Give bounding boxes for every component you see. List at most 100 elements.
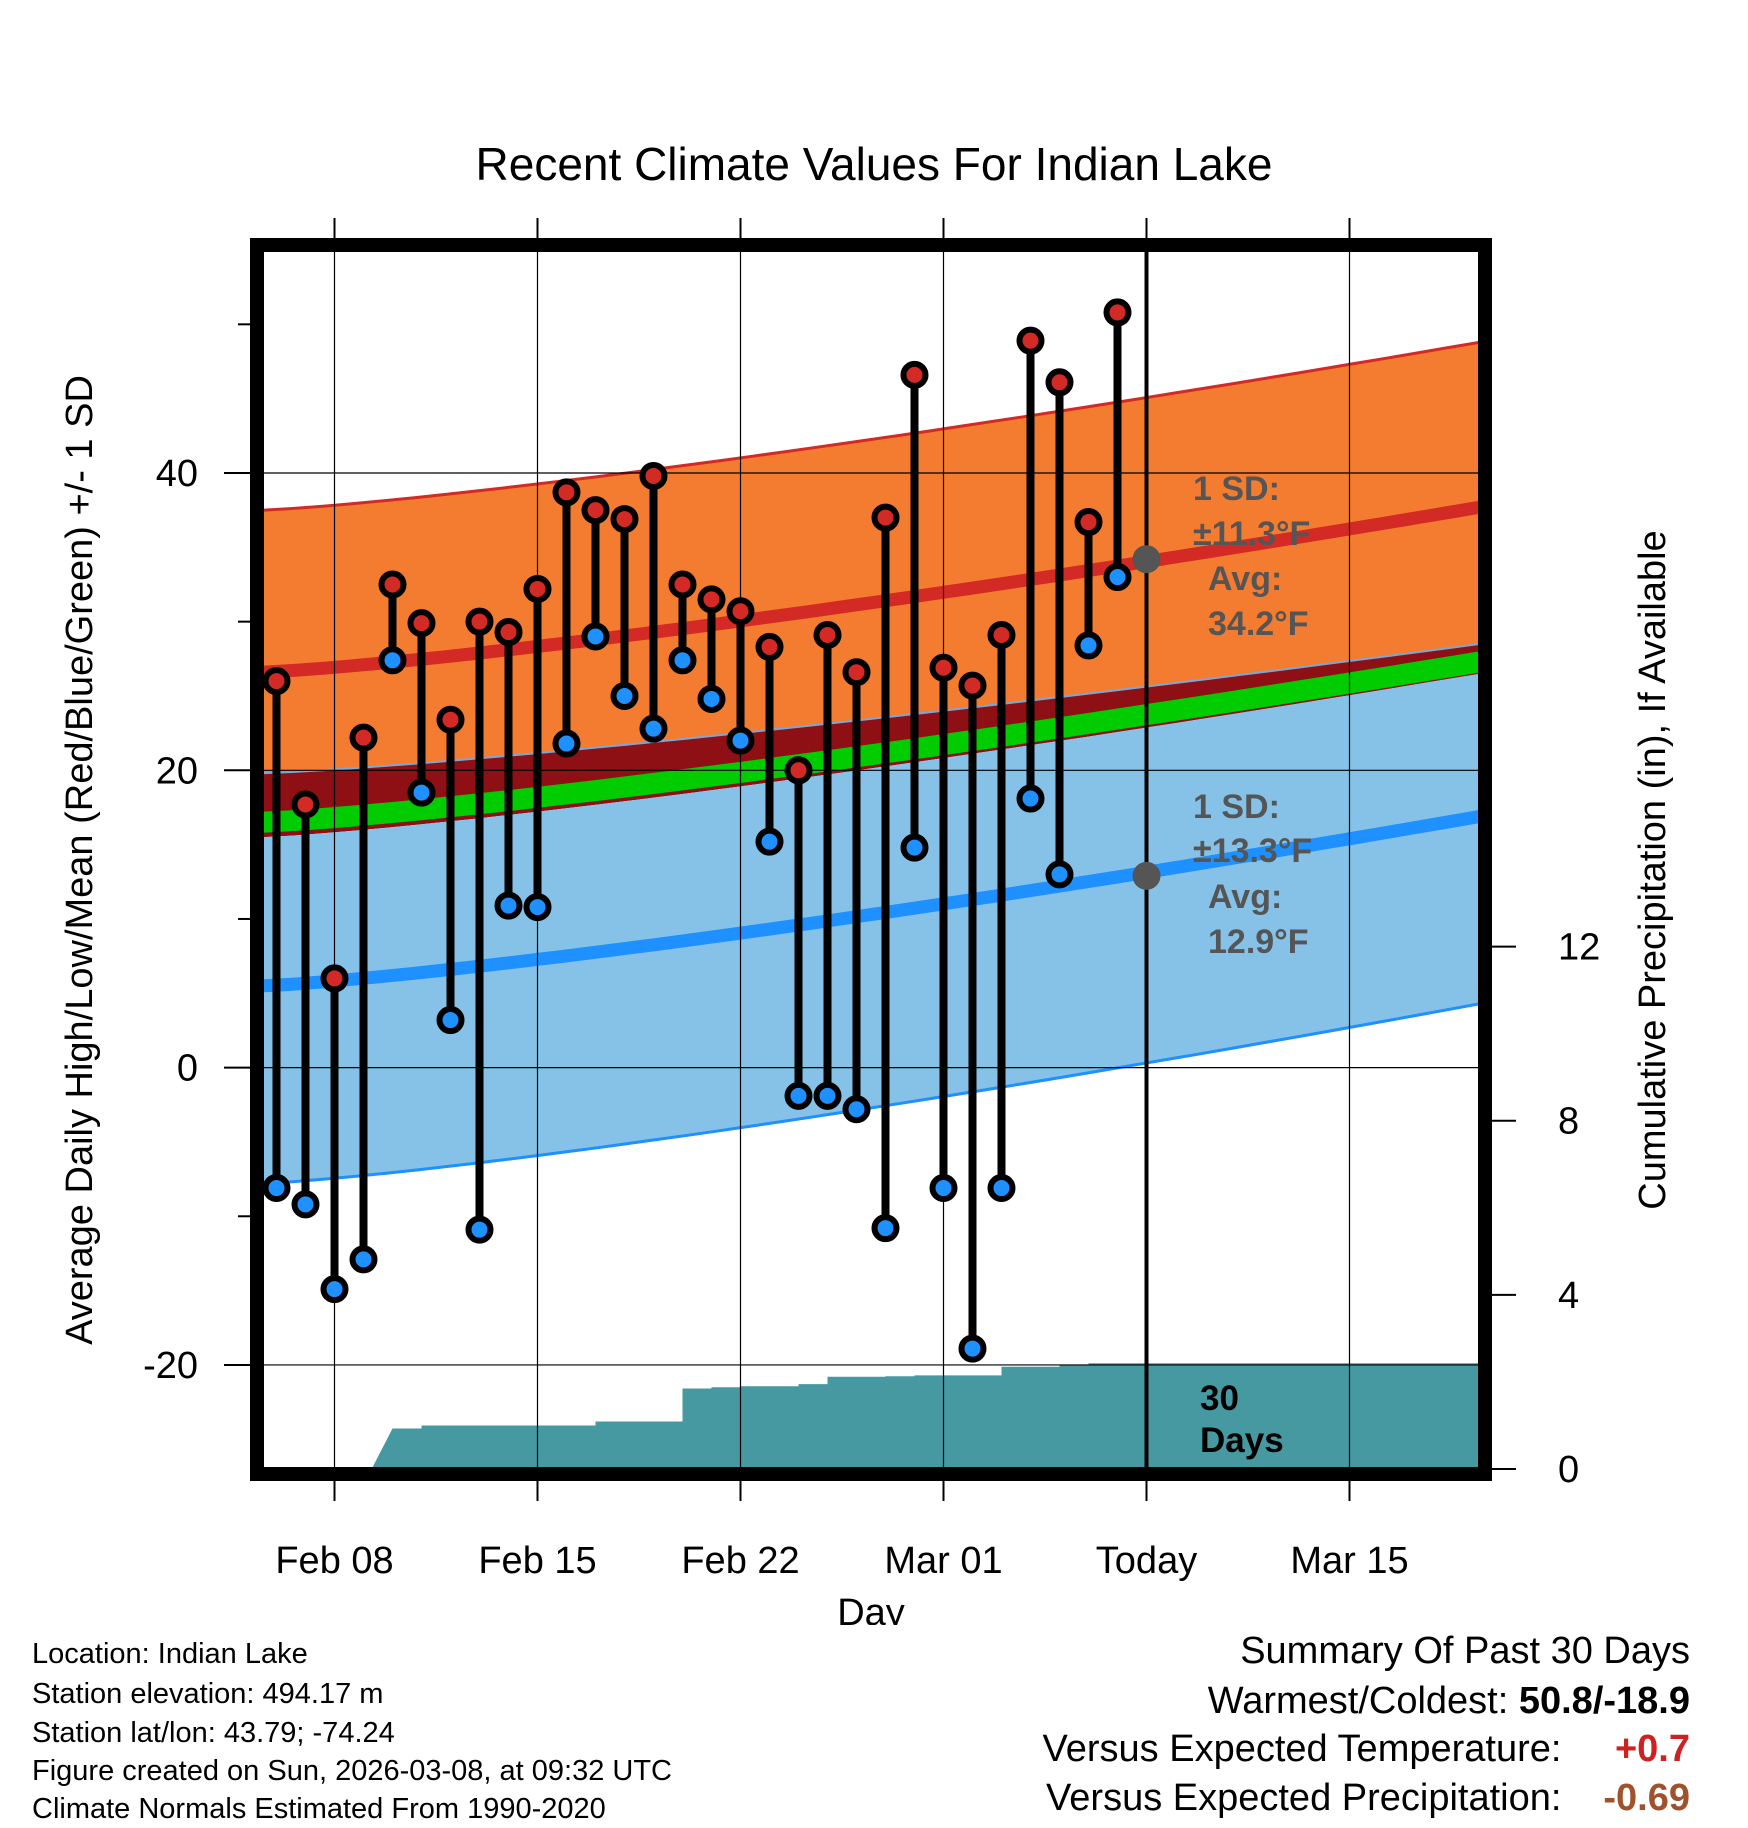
daily-low-dot (697, 684, 726, 713)
daily-low-dot (523, 893, 552, 922)
normals-text: Climate Normals Estimated From 1990-2020 (32, 1793, 606, 1825)
daily-high-dot (407, 609, 436, 638)
y2-tick-label: 0 (1558, 1449, 1579, 1491)
daily-low-dot (755, 827, 784, 856)
latlon-text: Station lat/lon: 43.79; -74.24 (32, 1717, 395, 1749)
daily-low-dot (900, 833, 929, 862)
temp-value: +0.7 (1614, 1728, 1690, 1770)
x-axis-label: Day (837, 1592, 905, 1625)
plot-frame (250, 238, 1492, 1481)
y-tick-label: 0 (177, 1048, 198, 1090)
summary-warm-row: Warmest/Coldest: 50.8/-18.9 (1208, 1680, 1690, 1723)
daily-low-dot (581, 622, 610, 651)
high-lower-line (262, 642, 1480, 775)
daily-high-dot (262, 667, 291, 696)
mean-normal-line (262, 651, 1480, 833)
daily-high-dot (465, 607, 494, 636)
low-sd-label: 1 SD: (1193, 788, 1280, 826)
daily-high-dot (871, 503, 900, 532)
daily-low-dot (958, 1334, 987, 1363)
daily-low-dot (465, 1215, 494, 1244)
y-axis-label: Average Daily High/Low/Mean (Red/Blue/Gr… (59, 375, 101, 1345)
daily-high-dot (494, 618, 523, 647)
y-tick-label: -20 (143, 1345, 198, 1387)
x-tick-label: Mar 01 (884, 1540, 1002, 1582)
x-tick-label: Feb 08 (275, 1540, 393, 1582)
daily-high-dot (842, 658, 871, 687)
climate-chart: Recent Climate Values For Indian Lake 1 … (59, 138, 1674, 1625)
daily-high-dot (929, 653, 958, 682)
daily-high-dot (813, 621, 842, 650)
high-avg-value: 34.2°F (1208, 605, 1309, 643)
low-avg-label: Avg: (1208, 878, 1282, 916)
x-tick-label: Mar 15 (1290, 1540, 1408, 1582)
daily-high-dot (1103, 298, 1132, 327)
daily-low-dot (1074, 631, 1103, 660)
precip-area (371, 1363, 1480, 1469)
daily-low-dot (668, 646, 697, 675)
daily-high-dot (1074, 508, 1103, 537)
high-sd-value: ±11.3°F (1193, 515, 1310, 553)
daily-high-dot (755, 632, 784, 661)
high-sd-label: 1 SD: (1193, 470, 1280, 508)
days30-label-2: Days (1200, 1421, 1284, 1460)
daily-low-dot (784, 1081, 813, 1110)
daily-high-dot (1045, 368, 1074, 397)
y2-tick-label: 8 (1558, 1101, 1579, 1143)
elevation-text: Station elevation: 494.17 m (32, 1678, 384, 1710)
daily-low-dot (1103, 563, 1132, 592)
daily-high-dot (900, 360, 929, 389)
days30-label: 30 (1200, 1379, 1239, 1418)
summary-title: Summary Of Past 30 Days (1240, 1630, 1690, 1672)
y2-tick-label: 12 (1558, 927, 1600, 969)
daily-low-dot (610, 681, 639, 710)
y-tick-label: 20 (156, 750, 198, 792)
daily-high-dot (726, 597, 755, 626)
daily-high-dot (378, 570, 407, 599)
x-tick-label: Feb 22 (681, 1540, 799, 1582)
daily-low-dot (494, 891, 523, 920)
daily-low-dot (871, 1214, 900, 1243)
daily-low-dot (320, 1275, 349, 1304)
daily-low-dot (407, 778, 436, 807)
precip-value: -0.69 (1603, 1777, 1690, 1819)
daily-high-dot (523, 574, 552, 603)
high-avg-label: Avg: (1208, 560, 1282, 598)
daily-low-dot (349, 1245, 378, 1274)
daily-high-dot (1016, 326, 1045, 355)
low-avg-value: 12.9°F (1208, 923, 1309, 961)
high-normal-line (262, 500, 1480, 679)
daily-low-dot (291, 1190, 320, 1219)
summary-temp-row: Versus Expected Temperature: +0.7 (1043, 1728, 1690, 1771)
daily-high-dot (958, 671, 987, 700)
daily-low-dot (813, 1081, 842, 1110)
today-high-normal-marker (1132, 545, 1161, 574)
daily-low-dot (552, 729, 581, 758)
low-sd-value: ±13.3°F (1193, 832, 1312, 870)
daily-high-dot (697, 585, 726, 614)
low-lower-line (262, 1002, 1480, 1186)
daily-low-dot (262, 1174, 291, 1203)
daily-high-dot (668, 570, 697, 599)
daily-low-dot (842, 1095, 871, 1124)
precip-label: Versus Expected Precipitation: (1046, 1777, 1562, 1819)
daily-high-dot (639, 461, 668, 490)
daily-low-dot (1016, 784, 1045, 813)
daily-high-dot (987, 621, 1016, 650)
daily-high-dot (320, 964, 349, 993)
x-tick-label: Feb 15 (478, 1540, 596, 1582)
today-low-normal-marker (1132, 861, 1161, 890)
temp-label: Versus Expected Temperature: (1042, 1728, 1562, 1770)
daily-low-dot (929, 1174, 958, 1203)
x-tick-label: Today (1096, 1540, 1197, 1582)
daily-low-dot (987, 1174, 1016, 1203)
low-sd-band (262, 673, 1480, 1184)
daily-high-dot (349, 723, 378, 752)
daily-low-dot (378, 646, 407, 675)
summary-precip-row: Versus Expected Precipitation: -0.69 (1046, 1777, 1690, 1820)
high-upper-line (262, 340, 1480, 512)
created-text: Figure created on Sun, 2026-03-08, at 09… (32, 1755, 672, 1787)
daily-high-dot (610, 505, 639, 534)
y-tick-label: 40 (156, 453, 198, 495)
daily-low-dot (436, 1006, 465, 1035)
